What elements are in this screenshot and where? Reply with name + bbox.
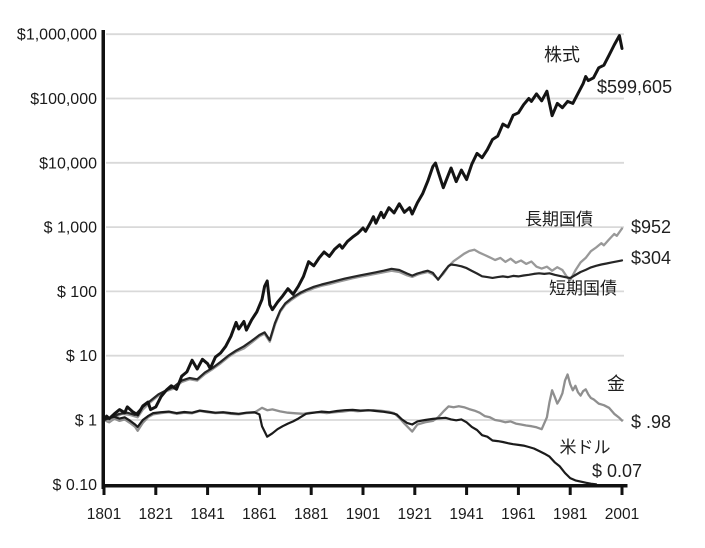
y-axis-label: $1,000,000 bbox=[17, 27, 97, 44]
x-axis-label: 1821 bbox=[139, 506, 173, 523]
x-tick bbox=[516, 487, 520, 495]
x-axis-label: 1921 bbox=[398, 506, 432, 523]
x-axis-label: 2001 bbox=[605, 506, 639, 523]
x-axis-label: 1961 bbox=[501, 506, 535, 523]
y-axis bbox=[101, 30, 105, 489]
label-short-term-bills: 短期国債 bbox=[549, 279, 617, 298]
series-line-us-dollar bbox=[102, 408, 598, 486]
value-label-bonds: $952 bbox=[631, 217, 671, 237]
x-axis-label: 1881 bbox=[294, 506, 328, 523]
value-label-us-dollar: $ 0.07 bbox=[592, 461, 642, 481]
x-tick bbox=[102, 487, 106, 495]
x-tick bbox=[465, 487, 469, 495]
x-tick bbox=[620, 487, 624, 495]
series-line-stocks bbox=[102, 34, 624, 422]
y-axis-label: $ 1 bbox=[75, 413, 97, 430]
series-line-long-term-bonds bbox=[102, 227, 624, 423]
x-tick bbox=[361, 487, 365, 495]
x-axis-label: 1841 bbox=[190, 506, 224, 523]
y-axis-label: $ 0.10 bbox=[53, 477, 98, 494]
x-axis-label: 1941 bbox=[449, 506, 483, 523]
label-us-dollar: 米ドル bbox=[560, 438, 611, 457]
value-label-bills: $304 bbox=[631, 248, 671, 268]
y-axis-label: $ 100 bbox=[57, 284, 97, 301]
x-tick bbox=[257, 487, 261, 495]
x-axis-label: 1981 bbox=[553, 506, 587, 523]
x-tick bbox=[309, 487, 313, 495]
x-tick bbox=[413, 487, 417, 495]
y-axis-label: $ 1,000 bbox=[44, 220, 97, 237]
x-tick bbox=[154, 487, 158, 495]
y-axis-label: $100,000 bbox=[30, 91, 97, 108]
label-gold: 金 bbox=[607, 374, 625, 394]
y-axis-label: $10,000 bbox=[39, 155, 97, 172]
series-line-short-term-bills bbox=[102, 259, 624, 422]
label-long-term-bonds: 長期国債 bbox=[525, 210, 593, 229]
x-axis-label: 1901 bbox=[346, 506, 380, 523]
x-axis-label: 1861 bbox=[242, 506, 276, 523]
value-label-gold: $ .98 bbox=[631, 412, 671, 432]
x-axis-label: 1801 bbox=[87, 506, 121, 523]
label-stocks: 株式 bbox=[544, 45, 580, 65]
y-axis-label: $ 10 bbox=[66, 348, 97, 365]
x-axis bbox=[101, 484, 628, 488]
x-tick bbox=[568, 487, 572, 495]
x-tick bbox=[206, 487, 210, 495]
value-label-stocks: $599,605 bbox=[597, 77, 672, 97]
